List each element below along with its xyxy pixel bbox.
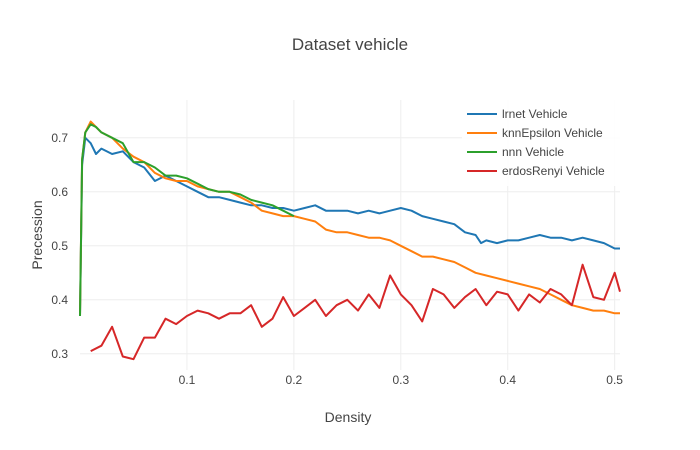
y-tick-label: 0.6 <box>51 185 68 199</box>
legend-label-lrnet-vehicle: lrnet Vehicle <box>502 107 568 121</box>
legend-label-knnepsilon-vehicle: knnEpsilon Vehicle <box>502 126 603 140</box>
y-axis-title: Precession <box>29 200 45 269</box>
legend-label-nnn-vehicle: nnn Vehicle <box>502 145 564 159</box>
series-layer <box>79 120 621 361</box>
x-tick-label: 0.2 <box>286 373 303 387</box>
legend-label-erdosrenyi-vehicle: erdosRenyi Vehicle <box>502 164 605 178</box>
series-line-erdosrenyi-vehicle <box>90 263 621 361</box>
y-tick-label: 0.7 <box>51 131 68 145</box>
series-line-nnn-vehicle <box>79 123 295 317</box>
series-line-lrnet-vehicle <box>79 136 620 317</box>
legend: lrnet Vehicle knnEpsilon Vehicle nnn Vehic… <box>462 100 622 186</box>
x-axis-title: Density <box>325 409 372 425</box>
y-tick-label: 0.4 <box>51 293 68 307</box>
x-tick-label: 0.5 <box>606 373 623 387</box>
chart-title: Dataset vehicle <box>292 35 408 54</box>
y-tick-label: 0.3 <box>51 347 68 361</box>
axis-layer: 0.3 0.4 0.5 0.6 0.7 0.1 0.2 0.3 0.4 0.5 <box>51 131 623 387</box>
grid-layer <box>80 100 620 370</box>
y-tick-label: 0.5 <box>51 239 68 253</box>
x-tick-label: 0.3 <box>392 373 409 387</box>
x-tick-label: 0.4 <box>499 373 516 387</box>
x-tick-label: 0.1 <box>179 373 196 387</box>
